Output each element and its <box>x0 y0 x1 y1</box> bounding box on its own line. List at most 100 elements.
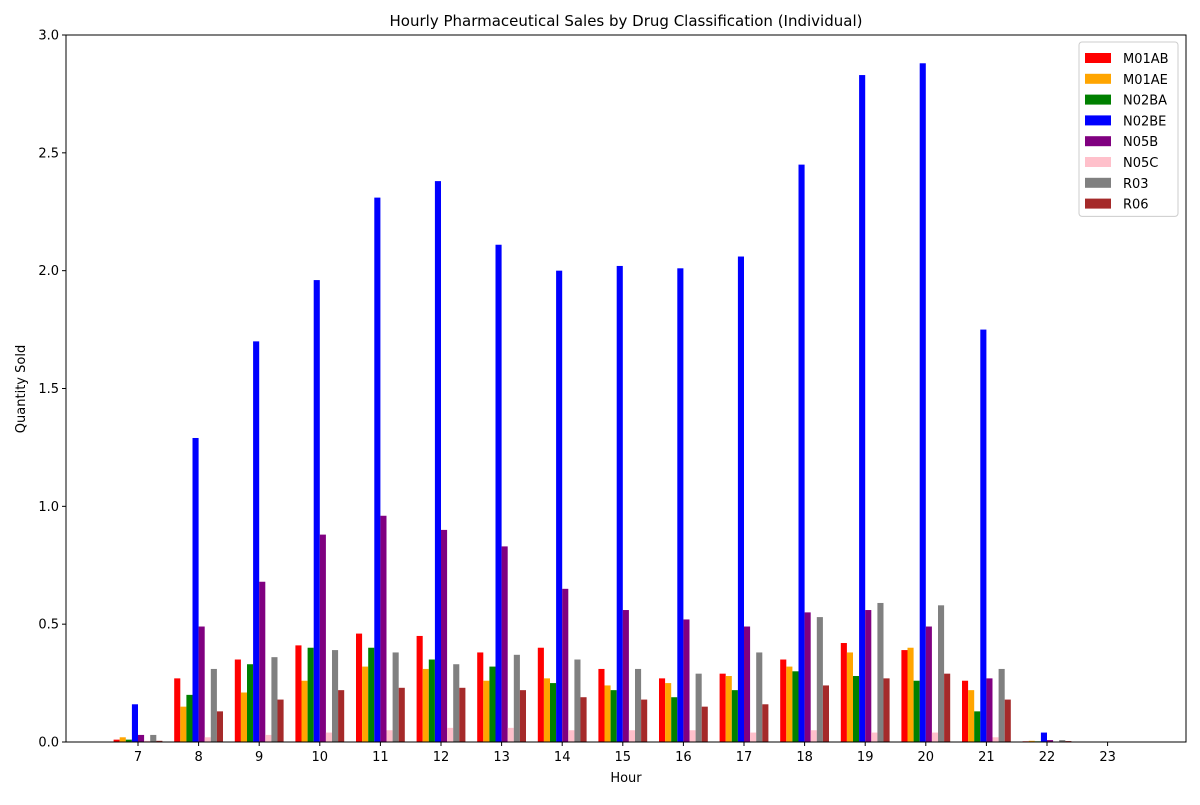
y-tick-label: 1.5 <box>38 382 59 397</box>
bar-R03-hour-17 <box>756 652 762 742</box>
bar-R06-hour-16 <box>702 707 708 742</box>
x-tick-label: 17 <box>736 750 753 765</box>
bar-M01AB-hour-15 <box>598 669 604 742</box>
bar-N02BE-hour-15 <box>617 266 623 742</box>
x-tick-label: 18 <box>796 750 813 765</box>
bar-M01AB-hour-11 <box>356 634 362 742</box>
legend-swatch-M01AE <box>1085 74 1111 84</box>
bar-N05B-hour-13 <box>502 546 508 742</box>
x-tick-label: 23 <box>1099 750 1116 765</box>
legend-swatch-R03 <box>1085 178 1111 188</box>
bar-R06-hour-19 <box>884 678 890 742</box>
bar-N02BA-hour-11 <box>368 648 374 742</box>
x-tick-label: 12 <box>433 750 450 765</box>
bar-R03-hour-11 <box>393 652 399 742</box>
bar-M01AB-hour-13 <box>477 652 483 742</box>
bar-N02BE-hour-14 <box>556 271 562 742</box>
legend-swatch-N02BA <box>1085 95 1111 105</box>
bar-N02BA-hour-13 <box>489 667 495 742</box>
x-tick-label: 7 <box>134 750 142 765</box>
bar-R03-hour-21 <box>999 669 1005 742</box>
bar-N05C-hour-14 <box>568 730 574 742</box>
legend-label-M01AB: M01AB <box>1123 52 1169 67</box>
bar-M01AB-hour-12 <box>417 636 423 742</box>
legend-label-N05C: N05C <box>1123 156 1158 171</box>
legend-label-M01AE: M01AE <box>1123 73 1168 88</box>
legend-label-N02BE: N02BE <box>1123 114 1166 129</box>
bar-N02BE-hour-13 <box>496 245 502 742</box>
legend-label-N02BA: N02BA <box>1123 94 1167 109</box>
bar-N02BA-hour-16 <box>671 697 677 742</box>
x-tick-label: 21 <box>978 750 995 765</box>
bar-R06-hour-13 <box>520 690 526 742</box>
bar-M01AB-hour-21 <box>962 681 968 742</box>
x-tick-label: 13 <box>493 750 510 765</box>
legend-label-N05B: N05B <box>1123 135 1158 150</box>
bar-R03-hour-7 <box>150 735 156 742</box>
bar-R03-hour-16 <box>696 674 702 742</box>
bar-M01AE-hour-21 <box>968 690 974 742</box>
bar-M01AB-hour-20 <box>901 650 907 742</box>
bar-N02BE-hour-12 <box>435 181 441 742</box>
bar-R03-hour-14 <box>574 660 580 742</box>
bar-N02BE-hour-7 <box>132 704 138 742</box>
bar-N05B-hour-8 <box>199 627 205 742</box>
legend-label-R03: R03 <box>1123 177 1149 192</box>
bar-N05B-hour-7 <box>138 735 144 742</box>
x-tick-label: 15 <box>615 750 632 765</box>
bar-R03-hour-9 <box>271 657 277 742</box>
bar-N05C-hour-13 <box>508 728 514 742</box>
bar-N05B-hour-15 <box>623 610 629 742</box>
bar-N05B-hour-11 <box>380 516 386 742</box>
bar-N05C-hour-19 <box>871 733 877 742</box>
y-tick-label: 1.0 <box>38 500 59 515</box>
y-tick-label: 2.0 <box>38 264 59 279</box>
bar-M01AE-hour-19 <box>847 652 853 742</box>
bar-M01AE-hour-16 <box>665 683 671 742</box>
bar-N05B-hour-19 <box>865 610 871 742</box>
bar-M01AE-hour-20 <box>908 648 914 742</box>
bar-R06-hour-18 <box>823 685 829 742</box>
bar-R06-hour-21 <box>1005 700 1011 742</box>
bar-N05C-hour-16 <box>690 730 696 742</box>
bar-N05C-hour-15 <box>629 730 635 742</box>
x-tick-label: 11 <box>372 750 389 765</box>
bar-R06-hour-8 <box>217 711 223 742</box>
x-tick-label: 8 <box>194 750 202 765</box>
bar-M01AE-hour-9 <box>241 693 247 742</box>
bar-R03-hour-20 <box>938 605 944 742</box>
bar-N05C-hour-10 <box>326 733 332 742</box>
bar-M01AE-hour-11 <box>362 667 368 742</box>
x-tick-label: 22 <box>1039 750 1056 765</box>
bar-M01AB-hour-19 <box>841 643 847 742</box>
bar-M01AB-hour-8 <box>174 678 180 742</box>
x-tick-label: 14 <box>554 750 571 765</box>
bar-R03-hour-10 <box>332 650 338 742</box>
x-tick-label: 20 <box>918 750 935 765</box>
bar-R03-hour-13 <box>514 655 520 742</box>
bar-M01AB-hour-16 <box>659 678 665 742</box>
bar-M01AE-hour-14 <box>544 678 550 742</box>
bar-N05B-hour-14 <box>562 589 568 742</box>
bar-M01AB-hour-9 <box>235 660 241 742</box>
bar-N05C-hour-17 <box>750 733 756 742</box>
bar-N02BA-hour-20 <box>914 681 920 742</box>
bar-R06-hour-9 <box>278 700 284 742</box>
bar-N02BA-hour-15 <box>611 690 617 742</box>
bar-R06-hour-17 <box>762 704 768 742</box>
bar-N05B-hour-20 <box>926 627 932 742</box>
y-tick-label: 0.5 <box>38 618 59 633</box>
bar-M01AE-hour-17 <box>726 676 732 742</box>
bar-R06-hour-10 <box>338 690 344 742</box>
legend-swatch-N02BE <box>1085 115 1111 125</box>
bar-R06-hour-20 <box>944 674 950 742</box>
bar-M01AE-hour-12 <box>423 669 429 742</box>
chart-title: Hourly Pharmaceutical Sales by Drug Clas… <box>390 12 863 30</box>
bar-N02BE-hour-11 <box>374 198 380 742</box>
legend-swatch-N05C <box>1085 157 1111 167</box>
bar-N05C-hour-9 <box>265 735 271 742</box>
bar-N02BE-hour-22 <box>1041 733 1047 742</box>
bar-R03-hour-15 <box>635 669 641 742</box>
